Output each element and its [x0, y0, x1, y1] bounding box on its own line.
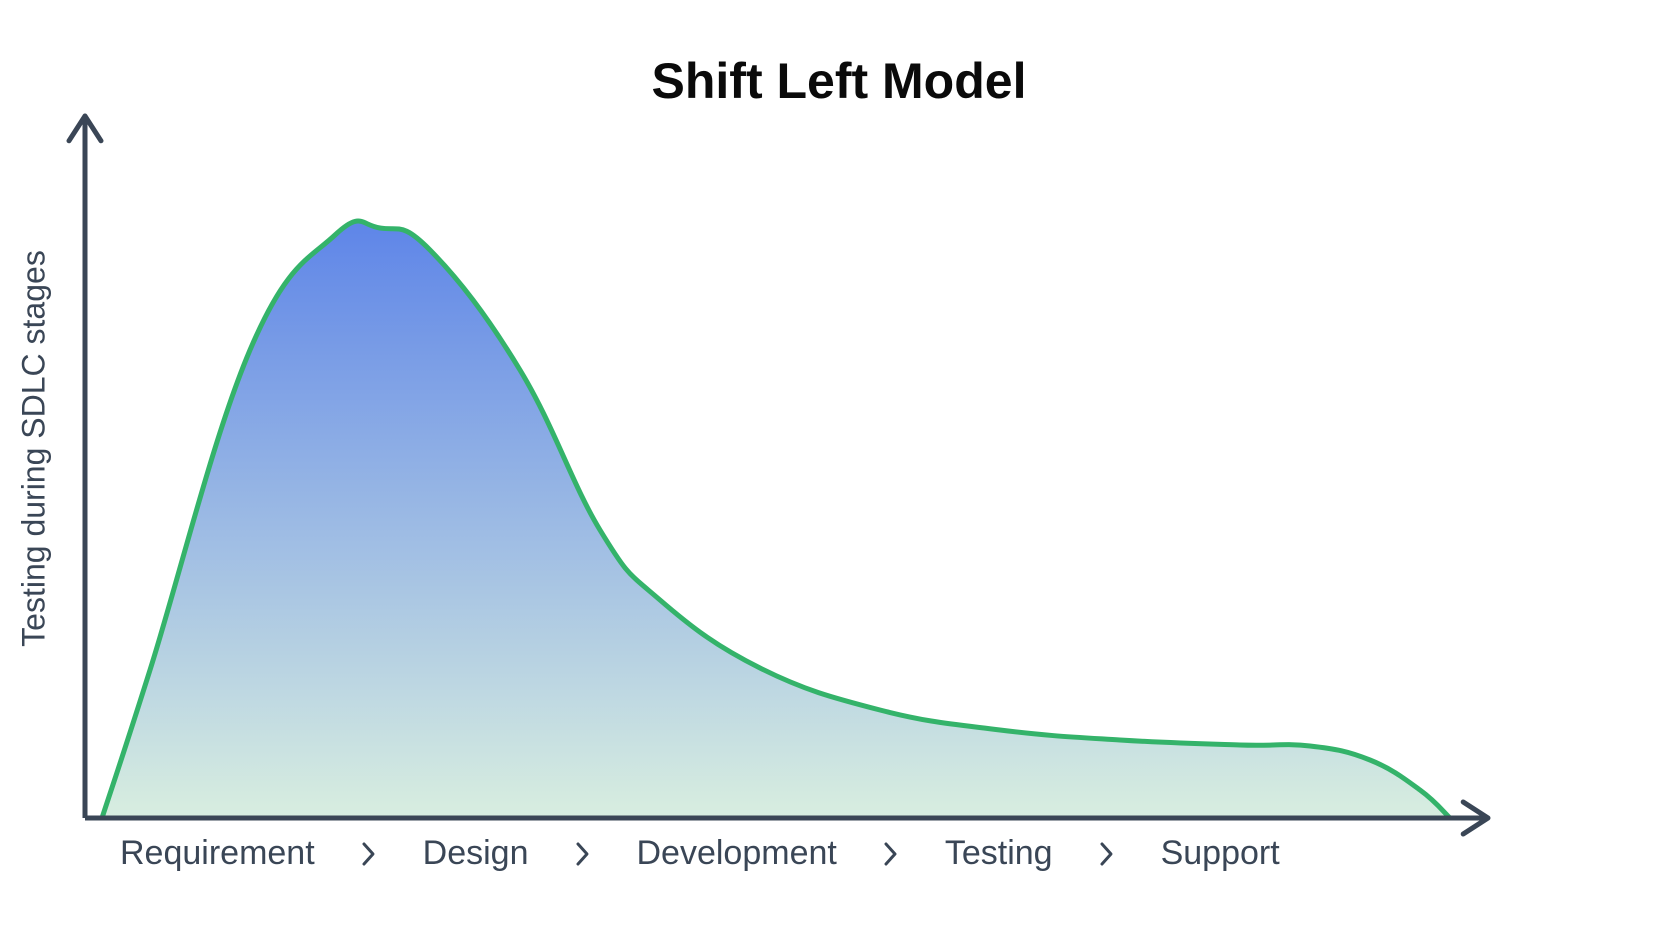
chevron-right-icon — [1099, 840, 1115, 868]
chevron-right-icon — [361, 840, 377, 868]
chevron-right-icon — [575, 840, 591, 868]
x-axis-stage-label: Support — [1161, 834, 1280, 873]
x-axis-stage-label: Requirement — [120, 834, 315, 873]
x-axis-stages: Requirement Design Development Testing S… — [120, 834, 1280, 873]
chart-container: Shift Left Model Testing during SDLC sta… — [0, 0, 1678, 936]
chart-svg — [0, 0, 1678, 936]
chevron-right-icon — [883, 840, 899, 868]
x-axis-stage-label: Testing — [945, 834, 1053, 873]
area-fill — [102, 221, 1450, 818]
x-axis-stage-label: Development — [637, 834, 837, 873]
x-axis-stage-label: Design — [423, 834, 529, 873]
